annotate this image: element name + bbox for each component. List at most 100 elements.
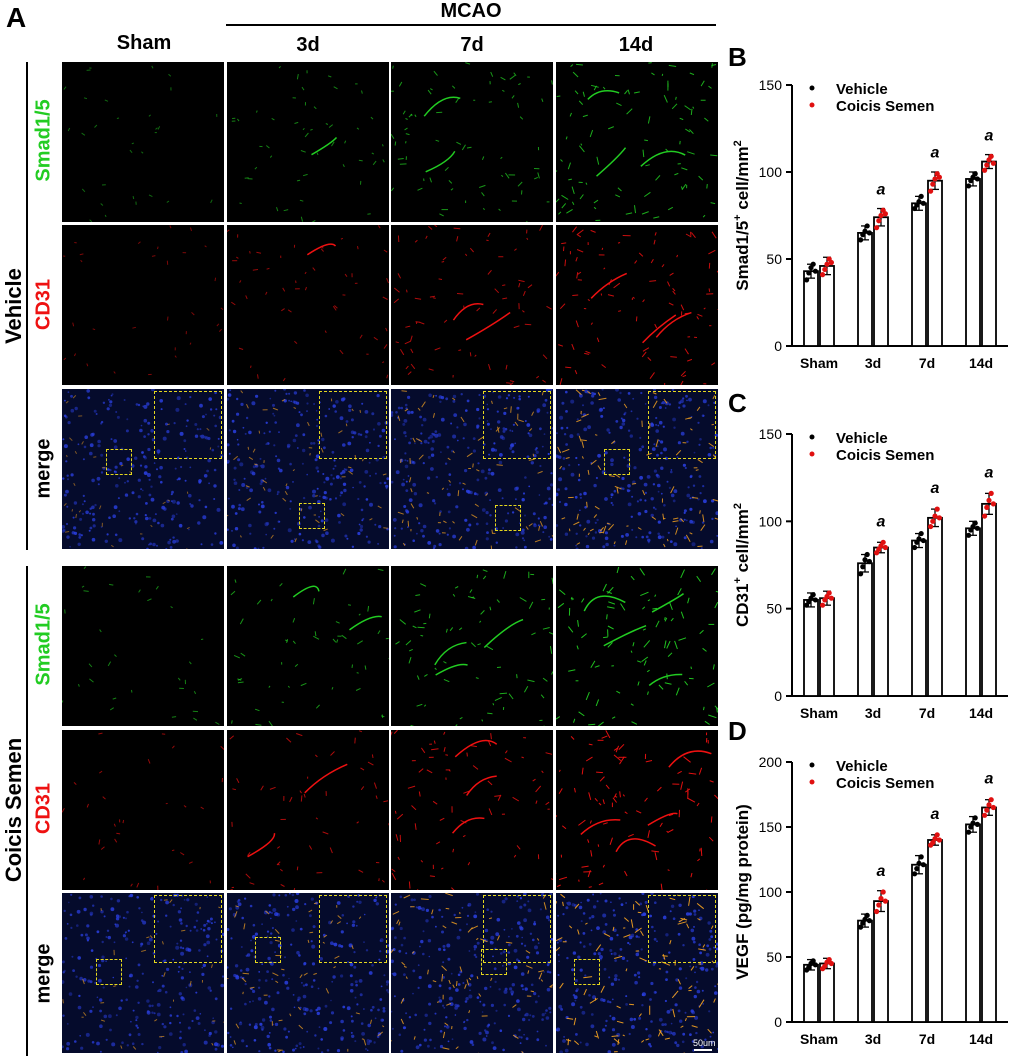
x-tick-label-7d: 7d: [919, 355, 935, 371]
bar-coicis-semen-7d: [927, 179, 943, 347]
micrograph-texture: [62, 566, 220, 725]
x-tick-label-3d: 3d: [865, 705, 881, 721]
data-point: [812, 268, 819, 274]
legend-dot-1: [809, 102, 815, 108]
x-tick-label-14d: 14d: [969, 355, 993, 371]
data-point: [866, 918, 873, 924]
micrograph-cd31-vehicle-3d: [227, 225, 389, 385]
scale-bar: [694, 1049, 712, 1051]
data-point: [862, 916, 868, 922]
data-point: [880, 889, 886, 895]
micrograph-cd31-vehicle-7d: [391, 225, 553, 385]
y-tick-label: 150: [759, 426, 783, 442]
y-axis-label: CD31+ cell/mm2: [732, 503, 752, 627]
roi-box: [604, 449, 630, 475]
data-point: [934, 832, 940, 838]
data-point: [828, 595, 835, 601]
bar-vehicle-sham: [803, 963, 819, 1023]
x-tick-label-7d: 7d: [919, 1031, 935, 1047]
significance-mark: a: [877, 513, 886, 530]
micrograph-texture: [231, 66, 385, 222]
data-point: [860, 920, 866, 926]
bar-coicis-semen-7d: [927, 839, 943, 1023]
micrograph-cd31-vehicle-sham: [62, 225, 224, 385]
data-point: [864, 551, 870, 558]
micrograph-merge-coicis-3d: [227, 893, 389, 1053]
legend-dot-1: [809, 451, 815, 457]
legend-dot-0: [809, 85, 815, 91]
data-point: [860, 564, 866, 570]
data-point: [934, 506, 940, 512]
data-point: [930, 518, 936, 524]
bar-vehicle-14d: [965, 527, 981, 697]
data-point: [930, 840, 936, 846]
zoom-inset: [319, 895, 387, 963]
roi-box: [574, 959, 600, 985]
y-tick-label: 100: [759, 513, 783, 529]
micrograph-merge-vehicle-14d: [556, 389, 718, 549]
significance-mark: a: [877, 863, 886, 880]
bar-coicis-semen-14d: [981, 160, 997, 347]
bar-vehicle-7d: [911, 202, 927, 347]
bar-coicis-semen-7d: [927, 516, 943, 697]
y-tick-label: 50: [766, 251, 782, 267]
data-point: [820, 602, 826, 608]
micrograph-texture: [62, 732, 224, 890]
bar-vehicle-14d: [965, 178, 981, 347]
micrograph-texture: [63, 65, 218, 222]
data-point: [918, 193, 924, 199]
data-point: [936, 174, 943, 180]
micrograph-cd31-coicis-3d: [227, 730, 389, 890]
chart-panel-b: B 0 50 100 150 Smad1/5+ cell/mm2 VehicleCoicis…: [728, 42, 1008, 371]
data-point: [932, 513, 938, 519]
micrograph-texture: [556, 566, 718, 726]
micrograph-texture: [227, 389, 389, 549]
x-tick-label-sham: Sham: [800, 355, 838, 371]
bar-vehicle-3d: [857, 919, 873, 1023]
x-tick-label-sham: Sham: [800, 1031, 838, 1047]
data-point: [974, 525, 981, 531]
data-point: [810, 592, 816, 598]
micrograph-merge-coicis-7d: [391, 893, 553, 1053]
legend-dot-0: [809, 762, 815, 768]
micrograph-texture: [227, 225, 389, 382]
legend-label-1: Coicis Semen: [836, 775, 934, 792]
data-point: [974, 176, 981, 182]
zoom-inset: [648, 895, 716, 963]
data-point: [806, 964, 812, 971]
bar-coicis-semen-14d: [981, 502, 997, 697]
data-point: [820, 272, 826, 278]
micrograph-cd31-coicis-14d: [556, 730, 718, 890]
data-point: [966, 532, 972, 538]
data-point: [984, 162, 990, 168]
bar-coicis-semen-sham: [819, 597, 835, 697]
micrograph-smad-vehicle-sham: [62, 62, 224, 222]
data-point: [990, 501, 997, 507]
x-tick-label-14d: 14d: [969, 1031, 993, 1047]
panel-a-letter: A: [6, 2, 27, 33]
data-point: [966, 183, 972, 189]
data-point: [858, 924, 864, 930]
data-point: [812, 962, 819, 968]
micrograph-texture: [556, 730, 718, 890]
bar-coicis-semen-sham: [819, 962, 835, 1023]
data-point: [866, 230, 873, 236]
data-point: [932, 836, 938, 842]
micrograph-cd31-vehicle-14d: [556, 225, 718, 385]
micrograph-merge-vehicle-3d: [227, 389, 389, 549]
data-point: [882, 544, 889, 551]
significance-mark: a: [931, 806, 940, 823]
data-point: [916, 198, 922, 205]
data-point: [972, 520, 978, 526]
data-point: [920, 537, 927, 544]
data-point: [822, 963, 828, 969]
x-tick-label-7d: 7d: [919, 705, 935, 721]
data-point: [862, 557, 868, 563]
data-point: [916, 536, 922, 542]
data-point: [858, 237, 864, 243]
data-point: [918, 530, 924, 537]
data-point: [972, 815, 978, 821]
significance-mark: a: [985, 771, 994, 788]
data-point: [804, 277, 810, 283]
data-point: [970, 820, 976, 826]
